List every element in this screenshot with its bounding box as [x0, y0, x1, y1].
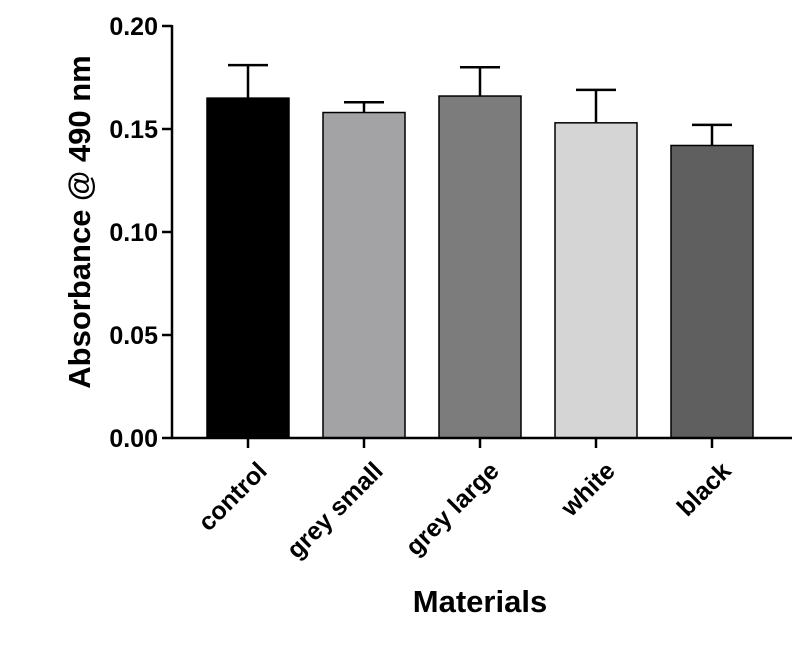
bar-black: [670, 144, 754, 439]
bar-white: [554, 122, 638, 439]
x-tick-label: black: [672, 457, 737, 522]
bar-control: [206, 97, 290, 439]
y-tick-label: 0.15: [109, 116, 158, 144]
y-ticks: 0.00 0.05 0.10 0.15 0.20: [109, 13, 172, 453]
y-tick-label: 0.00: [109, 425, 158, 453]
bar-grey-large: [438, 95, 522, 439]
x-tick-label: white: [555, 457, 621, 523]
x-tick-label: grey large: [400, 457, 504, 561]
y-tick-label: 0.20: [109, 13, 158, 41]
y-tick-label: 0.05: [109, 322, 158, 350]
y-tick-label: 0.10: [109, 219, 158, 247]
x-ticks: control grey small grey large white black: [193, 438, 737, 564]
bars: [206, 95, 754, 439]
bar-grey-small: [322, 111, 406, 439]
x-axis-title: Materials: [413, 584, 547, 619]
y-axis-title: Absorbance @ 490 nm: [62, 55, 97, 388]
error-bars: [228, 63, 732, 146]
x-tick-label: control: [193, 457, 273, 537]
x-tick-label: grey small: [281, 457, 388, 564]
